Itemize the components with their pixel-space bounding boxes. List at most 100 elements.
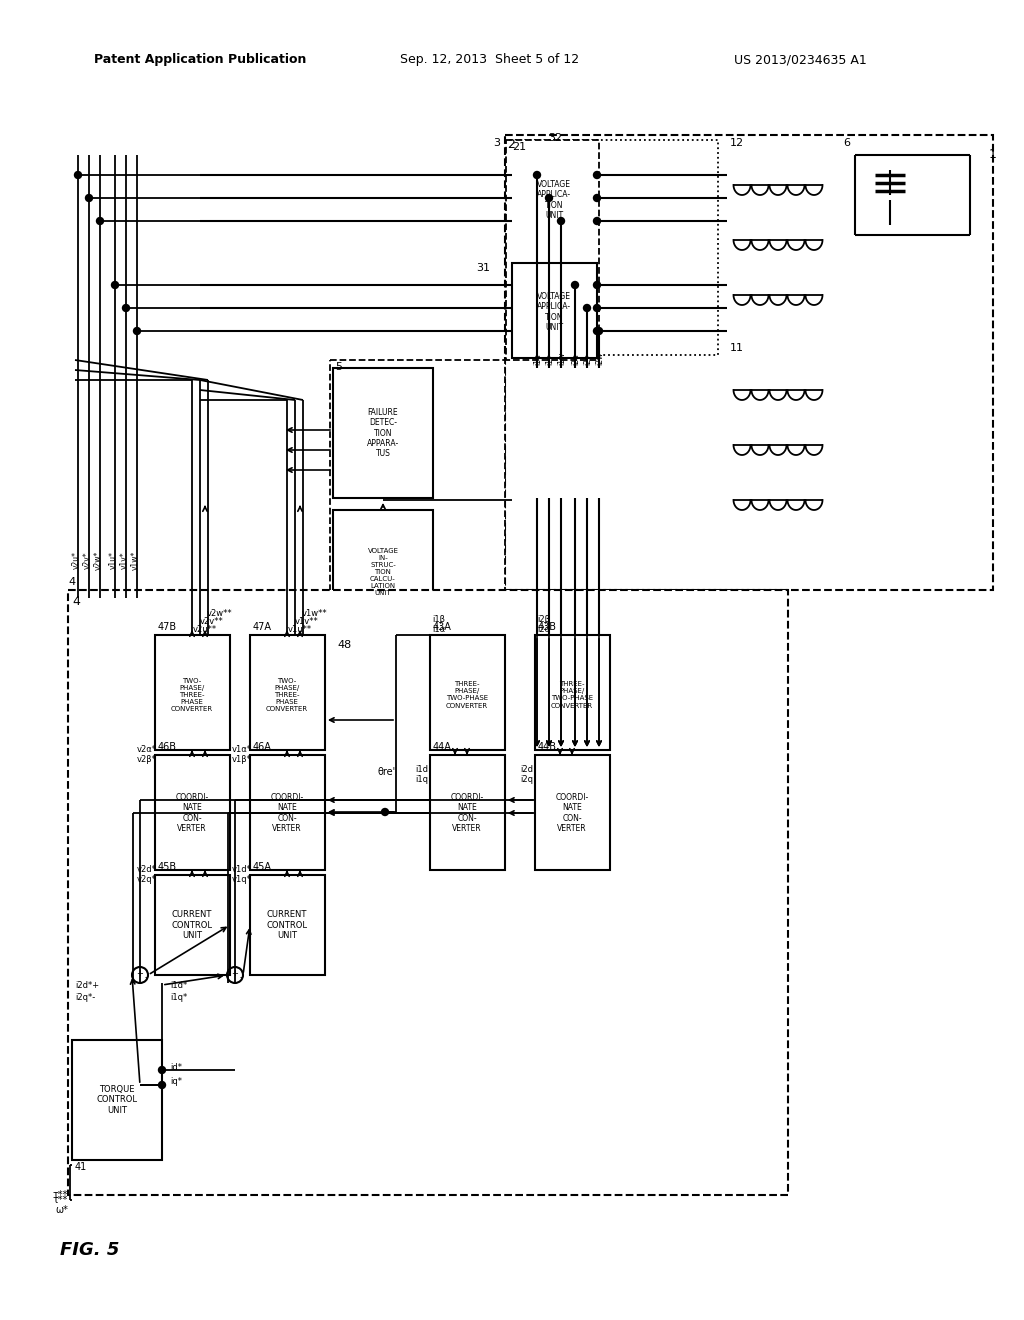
Text: v2α*: v2α* <box>137 746 157 755</box>
Bar <box>333 510 433 635</box>
Text: i1q: i1q <box>415 776 428 784</box>
Bar <box>512 148 597 248</box>
Circle shape <box>594 305 600 312</box>
Text: v1v*: v1v* <box>120 552 128 569</box>
Text: i2u: i2u <box>571 354 581 366</box>
Text: COORDI-
NATE
CON-
VERTER: COORDI- NATE CON- VERTER <box>270 793 304 833</box>
Text: 46B: 46B <box>158 742 177 752</box>
Text: v1w*: v1w* <box>130 550 139 570</box>
Text: US 2013/0234635 A1: US 2013/0234635 A1 <box>733 54 866 66</box>
Text: VOLTAGE
IN-
STRUC-
TION
CALCU-
LATION
UNIT: VOLTAGE IN- STRUC- TION CALCU- LATION UN… <box>368 548 398 597</box>
Text: v1β*: v1β* <box>232 755 252 764</box>
Text: Sep. 12, 2013  Sheet 5 of 12: Sep. 12, 2013 Sheet 5 of 12 <box>400 54 580 66</box>
Text: i1β: i1β <box>432 615 445 624</box>
Text: 44B: 44B <box>538 742 557 752</box>
Text: 11: 11 <box>730 343 744 352</box>
Text: TWO-
PHASE/
THREE-
PHASE
CONVERTER: TWO- PHASE/ THREE- PHASE CONVERTER <box>266 678 308 711</box>
Text: 31: 31 <box>476 263 490 273</box>
Text: v1u**: v1u** <box>288 626 312 635</box>
Bar <box>430 755 505 870</box>
Circle shape <box>584 305 591 312</box>
Bar <box>155 635 230 750</box>
Text: i1v: i1v <box>546 354 555 366</box>
Text: i1d*: i1d* <box>170 981 187 990</box>
Text: i1u: i1u <box>534 354 543 366</box>
Text: TORQUE
CONTROL
UNIT: TORQUE CONTROL UNIT <box>96 1085 137 1115</box>
Text: iq*: iq* <box>170 1077 182 1086</box>
Text: THREE-
PHASE/
TWO-PHASE
CONVERTER: THREE- PHASE/ TWO-PHASE CONVERTER <box>551 681 593 709</box>
Text: VOLTAGE
APPLICA-
TION
UNIT: VOLTAGE APPLICA- TION UNIT <box>537 292 571 333</box>
Bar <box>333 368 433 498</box>
Text: THREE-
PHASE/
TWO-PHASE
CONVERTER: THREE- PHASE/ TWO-PHASE CONVERTER <box>445 681 488 709</box>
Circle shape <box>85 194 92 202</box>
Bar <box>72 1040 162 1160</box>
Text: 43B: 43B <box>538 622 557 632</box>
Circle shape <box>594 194 600 202</box>
Text: ω*: ω* <box>55 1205 68 1214</box>
Bar <box>535 635 610 750</box>
Text: v1v**: v1v** <box>295 618 318 627</box>
Text: 6: 6 <box>843 139 850 148</box>
Bar <box>330 360 505 645</box>
Text: i1q*: i1q* <box>170 993 187 1002</box>
Text: θre': θre' <box>378 767 396 777</box>
Circle shape <box>596 327 602 334</box>
Circle shape <box>96 218 103 224</box>
Text: v2w**: v2w** <box>207 610 232 619</box>
Circle shape <box>112 281 119 289</box>
Circle shape <box>594 172 600 178</box>
Circle shape <box>534 172 541 178</box>
Text: 32: 32 <box>548 133 562 143</box>
Bar <box>68 590 788 1195</box>
Text: i2d: i2d <box>520 766 534 775</box>
Text: i2w: i2w <box>596 351 604 366</box>
Bar <box>250 755 325 870</box>
Circle shape <box>75 172 82 178</box>
Bar <box>155 875 230 975</box>
Bar <box>512 263 597 358</box>
Text: v2u**: v2u** <box>193 626 217 635</box>
Circle shape <box>594 218 600 224</box>
Text: i2v: i2v <box>584 354 593 366</box>
Bar <box>250 875 325 975</box>
Text: 45A: 45A <box>253 862 272 873</box>
Text: v1α*: v1α* <box>232 746 252 755</box>
Text: v1w**: v1w** <box>302 610 328 619</box>
Text: COORDI-
NATE
CON-
VERTER: COORDI- NATE CON- VERTER <box>175 793 209 833</box>
Text: 1: 1 <box>989 148 997 161</box>
Circle shape <box>159 1081 166 1089</box>
Text: COORDI-
NATE
CON-
VERTER: COORDI- NATE CON- VERTER <box>555 793 589 833</box>
Text: v1q*: v1q* <box>232 875 252 884</box>
Text: 21: 21 <box>512 143 526 152</box>
Text: i1w: i1w <box>557 351 566 366</box>
Bar <box>250 635 325 750</box>
Circle shape <box>133 327 140 334</box>
Circle shape <box>557 218 564 224</box>
Text: FIG. 5: FIG. 5 <box>60 1241 120 1259</box>
Text: COORDI-
NATE
CON-
VERTER: COORDI- NATE CON- VERTER <box>451 793 483 833</box>
Bar <box>510 140 718 355</box>
Text: i2q: i2q <box>520 776 534 784</box>
Bar <box>505 135 993 590</box>
Text: v2w*: v2w* <box>93 550 102 570</box>
Text: +: + <box>231 969 239 978</box>
Text: 4: 4 <box>72 595 80 609</box>
Circle shape <box>123 305 129 312</box>
Text: 48: 48 <box>337 640 351 649</box>
Text: 3: 3 <box>493 139 500 148</box>
Text: 2: 2 <box>507 139 515 150</box>
Text: i2q*-: i2q*- <box>75 993 95 1002</box>
Text: v2v**: v2v** <box>200 618 224 627</box>
Text: 47B: 47B <box>158 622 177 632</box>
Text: 12: 12 <box>730 139 744 148</box>
Bar <box>720 145 985 570</box>
Text: τ**: τ** <box>52 1191 68 1200</box>
Text: 41: 41 <box>75 1162 87 1172</box>
Circle shape <box>571 281 579 289</box>
Text: v2β*: v2β* <box>137 755 157 764</box>
Text: CURRENT
CONTROL
UNIT: CURRENT CONTROL UNIT <box>171 909 213 940</box>
Text: i1α: i1α <box>432 626 445 635</box>
Text: Patent Application Publication: Patent Application Publication <box>94 54 306 66</box>
Circle shape <box>382 808 388 816</box>
Circle shape <box>594 281 600 289</box>
